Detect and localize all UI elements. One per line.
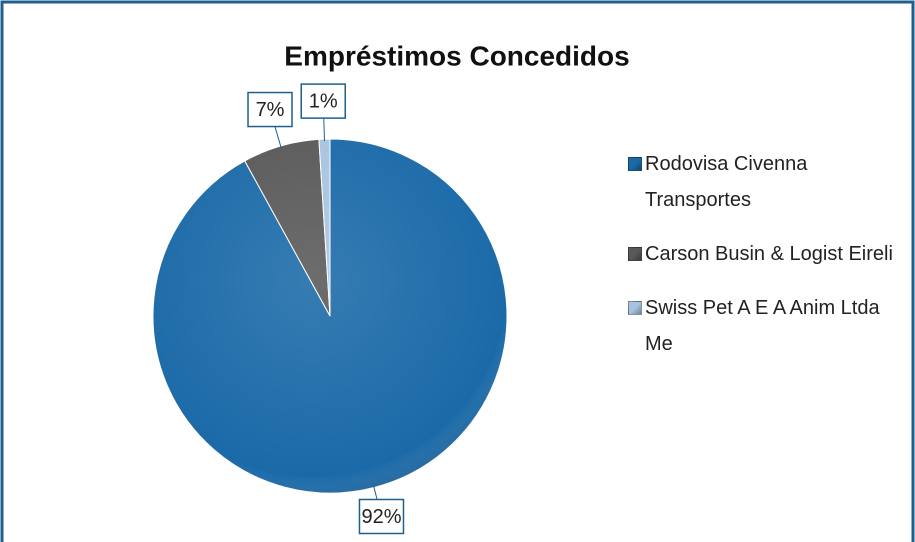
data-label-box xyxy=(300,83,346,119)
legend-swatch xyxy=(628,247,642,261)
legend-swatch xyxy=(628,301,642,315)
data-label-box xyxy=(247,91,293,128)
legend-label: Swiss Pet A E A Anim Ltda Me xyxy=(645,297,880,355)
data-label: 1% xyxy=(309,90,338,112)
data-label: 7% xyxy=(256,99,285,121)
legend-label: Rodovisa Civenna Transportes xyxy=(645,153,808,211)
legend: Rodovisa Civenna Transportes Carson Busin… xyxy=(628,146,893,380)
legend-label: Carson Busin & Logist Eireli xyxy=(645,243,893,265)
data-label-box xyxy=(358,498,405,535)
legend-entry: Carson Busin & Logist Eireli xyxy=(628,236,893,272)
legend-entry: Swiss Pet A E A Anim Ltda Me xyxy=(628,290,893,362)
legend-swatch xyxy=(628,157,642,171)
data-label: 92% xyxy=(361,506,401,528)
legend-entry: Rodovisa Civenna Transportes xyxy=(628,146,893,218)
chart-title: Empréstimos Concedidos xyxy=(284,40,629,71)
